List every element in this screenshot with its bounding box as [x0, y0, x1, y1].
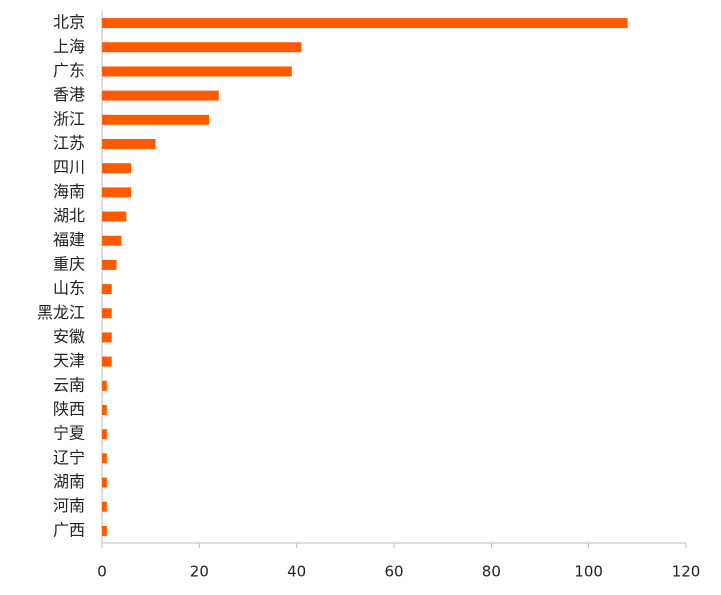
bar [102, 380, 107, 391]
y-tick-label: 北京 [53, 13, 85, 32]
y-tick-label: 浙江 [53, 109, 85, 128]
y-tick-label: 广西 [53, 520, 85, 539]
y-tick-label: 上海 [53, 37, 85, 56]
x-tick-label: 60 [384, 563, 403, 581]
bar [102, 163, 132, 174]
y-tick-label: 黑龙江 [37, 303, 85, 322]
x-tick-label: 120 [672, 563, 701, 581]
y-tick-label: 海南 [53, 182, 85, 201]
bar [102, 90, 219, 101]
y-tick-label: 江苏 [53, 134, 85, 153]
bar [102, 356, 112, 367]
bar [102, 525, 107, 536]
bar [102, 42, 302, 53]
bar [102, 66, 292, 77]
y-tick-label: 湖南 [53, 472, 85, 491]
y-tick-label: 香港 [53, 85, 85, 104]
bar [102, 501, 107, 512]
bar [102, 18, 628, 29]
y-tick-label: 河南 [53, 496, 85, 515]
x-tick-label: 40 [287, 563, 306, 581]
y-tick-label: 广东 [53, 61, 85, 80]
y-tick-label: 福建 [53, 230, 85, 249]
bar [102, 284, 112, 295]
x-tick-label: 100 [574, 563, 603, 581]
bar [102, 235, 122, 246]
y-tick-label: 宁夏 [53, 424, 85, 443]
y-tick-label: 云南 [53, 375, 85, 394]
bar [102, 477, 107, 488]
x-tick-label: 20 [190, 563, 209, 581]
y-tick-label: 辽宁 [53, 448, 85, 467]
x-tick-label: 0 [97, 563, 107, 581]
bar [102, 405, 107, 415]
bar [102, 211, 127, 222]
y-tick-label: 陕西 [53, 400, 85, 419]
y-tick-label: 天津 [53, 351, 85, 370]
y-tick-label: 湖北 [53, 206, 85, 225]
y-tick-label: 安徽 [53, 327, 85, 346]
bar [102, 332, 112, 343]
y-tick-label: 四川 [53, 158, 85, 177]
y-tick-label: 重庆 [53, 254, 85, 273]
x-tick-label: 80 [482, 563, 501, 581]
bar [102, 139, 156, 149]
bar [102, 429, 107, 440]
bar [102, 187, 132, 198]
bar [102, 308, 112, 319]
bar [102, 114, 210, 125]
bar [102, 259, 117, 270]
y-tick-label: 山东 [53, 279, 85, 298]
bar [102, 453, 107, 464]
